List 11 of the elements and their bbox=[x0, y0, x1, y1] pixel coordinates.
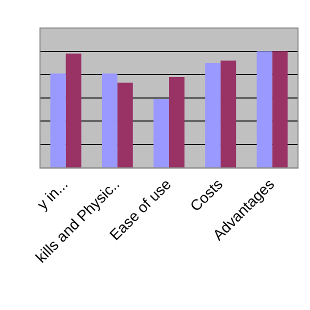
bar bbox=[256, 51, 272, 168]
bar bbox=[154, 99, 169, 168]
bar bbox=[117, 82, 133, 168]
x-tick-label: y in... bbox=[34, 176, 72, 214]
bar bbox=[220, 60, 236, 168]
bar bbox=[66, 54, 82, 168]
bar bbox=[102, 73, 118, 168]
bar bbox=[169, 76, 184, 168]
bar bbox=[205, 62, 221, 168]
bar bbox=[272, 51, 288, 168]
bar bbox=[50, 73, 66, 168]
